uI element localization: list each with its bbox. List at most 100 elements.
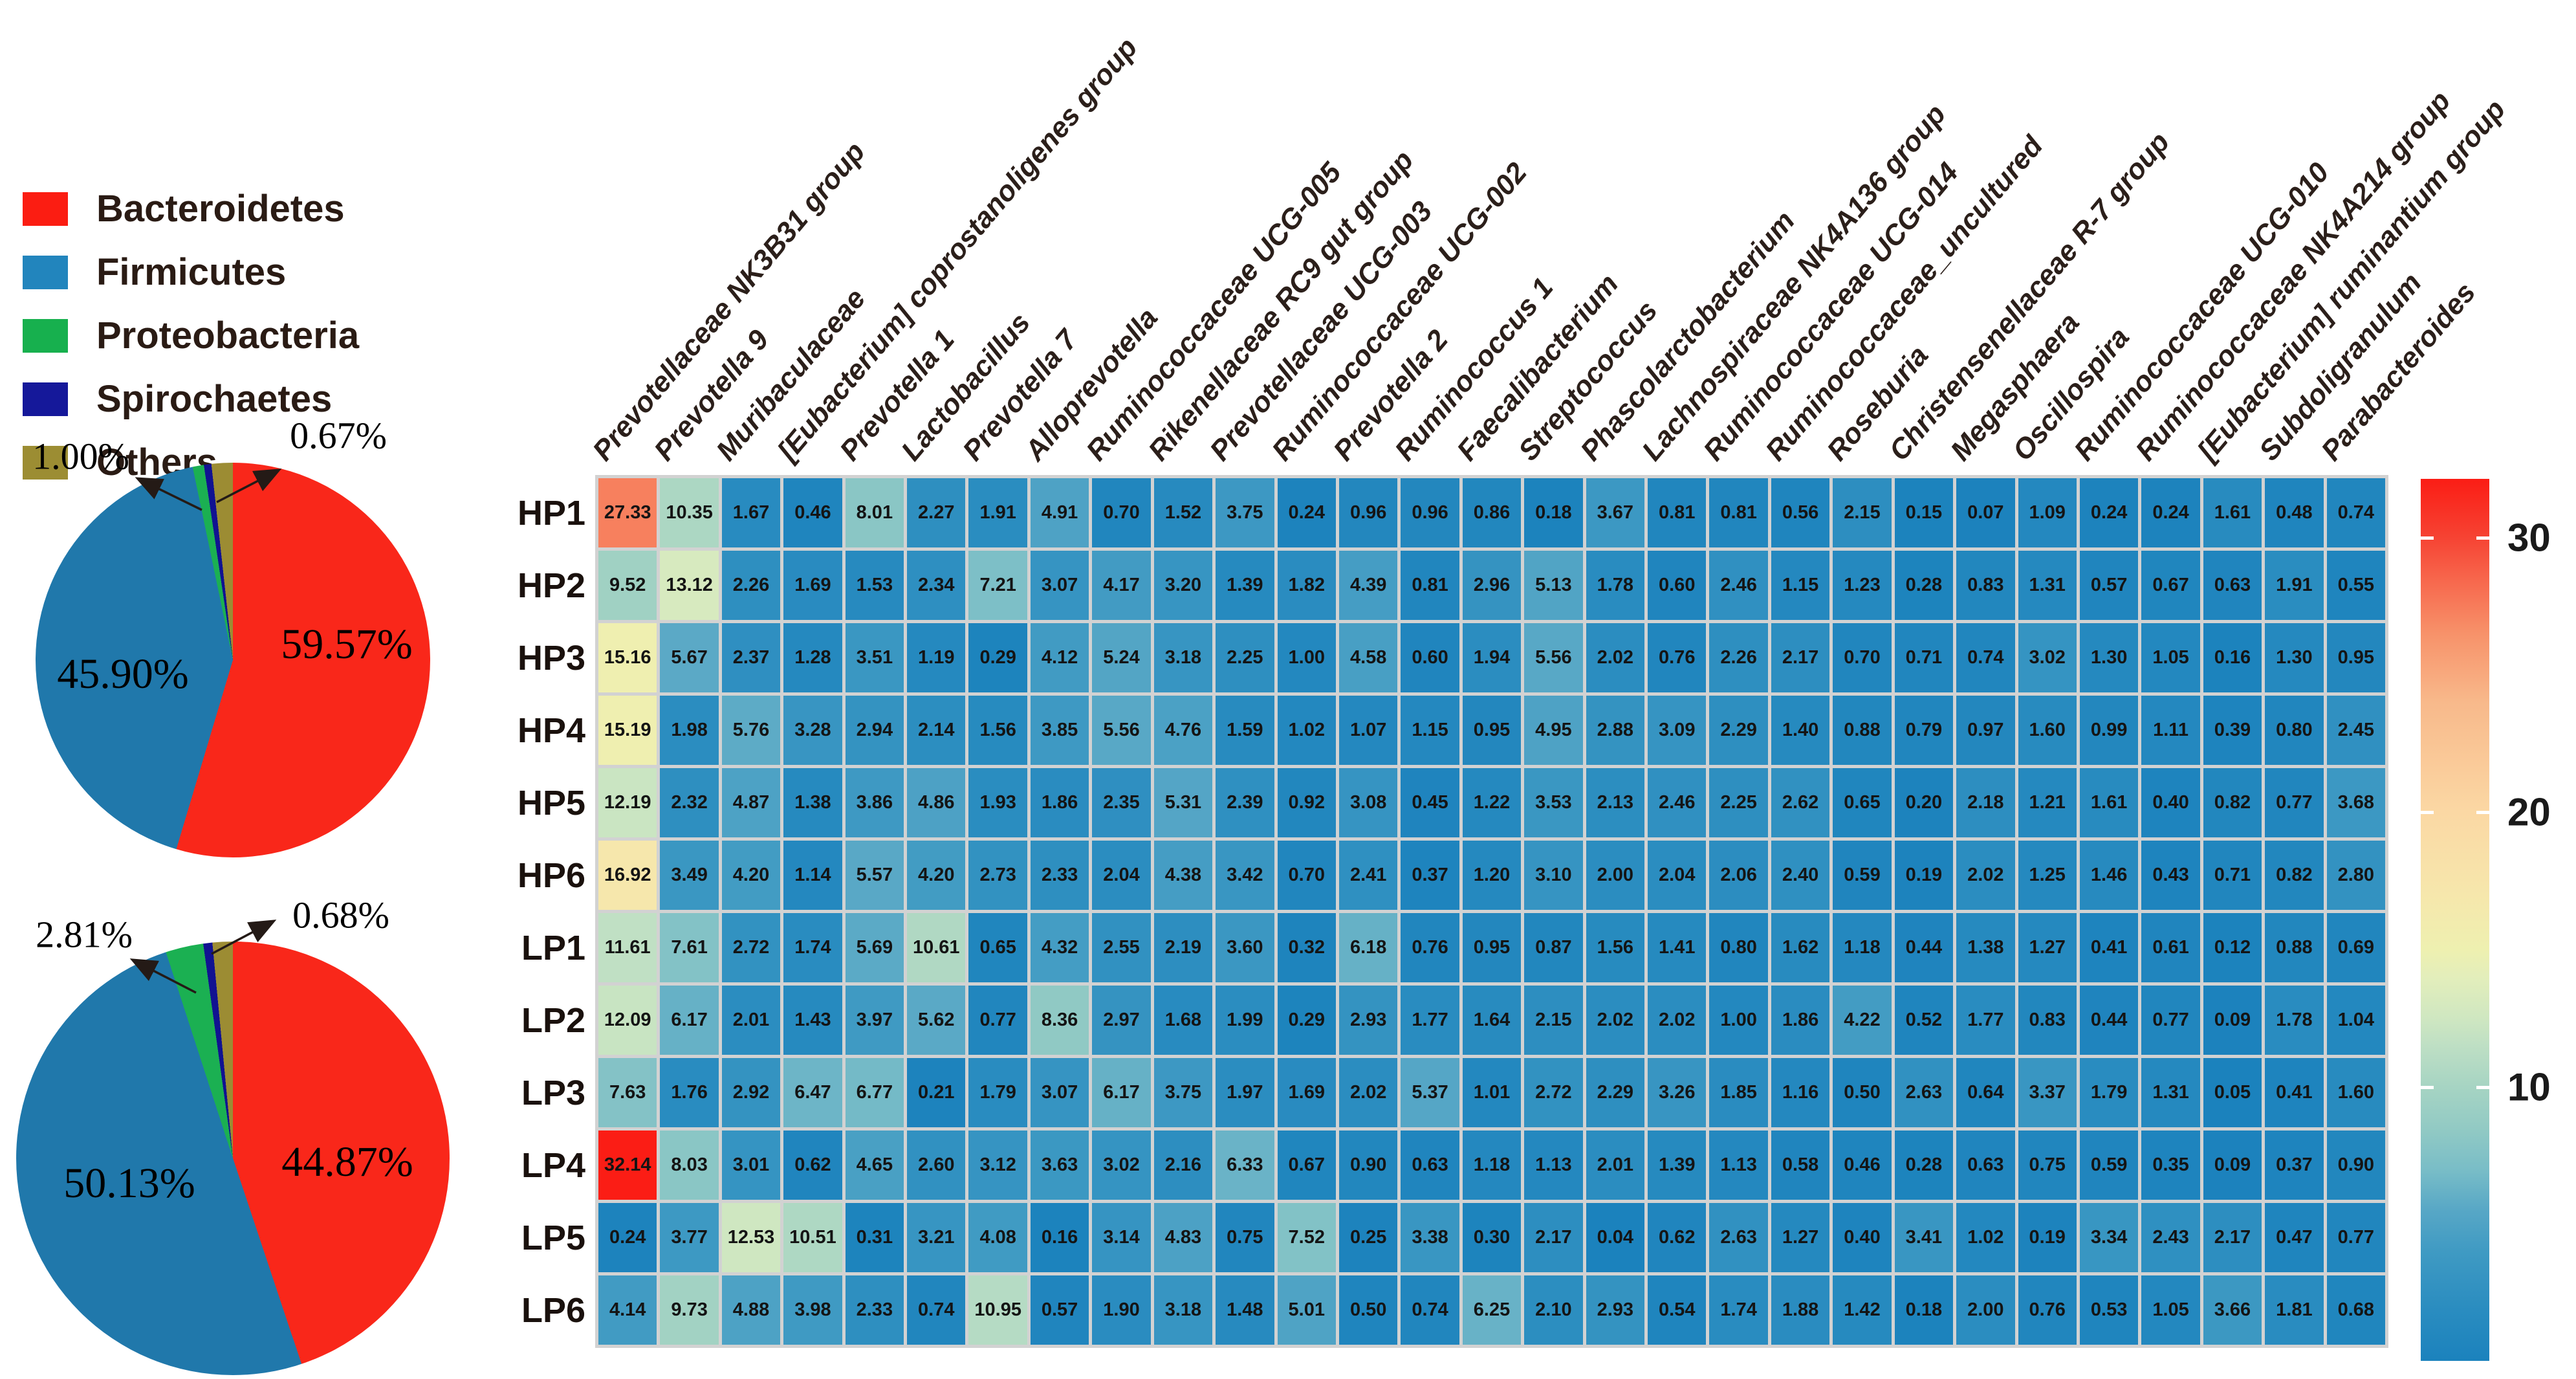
heatmap-cell: 3.09 <box>1648 696 1707 765</box>
heatmap-cell: 3.60 <box>1216 913 1274 982</box>
heatmap-cell: 5.76 <box>721 696 781 765</box>
heatmap-cell: 5.31 <box>1153 768 1213 837</box>
heatmap-cell: 0.65 <box>1833 768 1892 837</box>
heatmap-cell: 6.47 <box>783 1058 842 1127</box>
heatmap-cell: 0.81 <box>1401 551 1459 620</box>
heatmap-cell: 2.02 <box>1956 841 2015 910</box>
heatmap-cell: 0.88 <box>2265 913 2324 982</box>
heatmap-cell: 0.70 <box>1833 623 1892 692</box>
heatmap-cell: 16.92 <box>598 841 657 910</box>
heatmap-cell: 1.60 <box>2018 696 2077 765</box>
heatmap-cell: 2.34 <box>907 551 966 620</box>
heatmap-cell: 8.03 <box>660 1131 719 1200</box>
heatmap-cell: 13.12 <box>660 551 719 620</box>
heatmap-cell: 1.78 <box>1586 551 1645 620</box>
heatmap-cell: 3.75 <box>1216 478 1274 547</box>
heatmap-cell: 4.58 <box>1338 623 1398 692</box>
heatmap-cell: 10.95 <box>968 1275 1027 1345</box>
heatmap-cell: 1.40 <box>1771 696 1830 765</box>
heatmap-cell: 0.77 <box>2265 768 2324 837</box>
heatmap-cell: 0.52 <box>1894 986 1954 1055</box>
heatmap-cell: 1.00 <box>1277 623 1336 692</box>
heatmap-cell: 4.20 <box>907 841 966 910</box>
heatmap-cell: 4.95 <box>1524 696 1583 765</box>
heatmap-cell: 0.54 <box>1648 1275 1707 1345</box>
heatmap-cell: 5.37 <box>1401 1058 1459 1127</box>
heatmap-cell: 0.44 <box>2079 986 2139 1055</box>
pie-percentage-label: 45.90% <box>57 650 189 698</box>
heatmap-cell: 0.47 <box>2265 1203 2324 1272</box>
heatmap-cell: 1.39 <box>1648 1131 1707 1200</box>
heatmap-cell: 1.74 <box>783 913 842 982</box>
heatmap-cell: 2.33 <box>845 1275 904 1345</box>
heatmap-cell: 3.85 <box>1030 696 1089 765</box>
heatmap-cell: 0.24 <box>598 1203 657 1272</box>
heatmap-cell: 2.60 <box>907 1131 966 1200</box>
heatmap-cell: 0.96 <box>1338 478 1398 547</box>
heatmap-cell: 0.86 <box>1462 478 1522 547</box>
heatmap-cell: 2.27 <box>907 478 966 547</box>
legend-swatch-proteobacteria <box>23 318 68 353</box>
heatmap-cell: 2.73 <box>968 841 1027 910</box>
heatmap-cell: 1.99 <box>1216 986 1274 1055</box>
heatmap-cell: 12.19 <box>598 768 657 837</box>
heatmap-cell: 0.74 <box>1401 1275 1459 1345</box>
heatmap-cell: 0.62 <box>1648 1203 1707 1272</box>
heatmap-cell: 1.69 <box>1277 1058 1336 1127</box>
heatmap-cell: 15.16 <box>598 623 657 692</box>
heatmap-row-label-LP2: LP2 <box>521 1000 585 1040</box>
heatmap-cell: 2.17 <box>1771 623 1830 692</box>
heatmap-cell: 12.09 <box>598 986 657 1055</box>
heatmap-cell: 2.63 <box>1894 1058 1954 1127</box>
heatmap-cell: 1.91 <box>2265 551 2324 620</box>
heatmap-cell: 7.61 <box>660 913 719 982</box>
heatmap-cell: 0.41 <box>2079 913 2139 982</box>
heatmap-cell: 3.02 <box>1092 1131 1151 1200</box>
heatmap-cell: 1.82 <box>1277 551 1336 620</box>
heatmap-cell: 8.36 <box>1030 986 1089 1055</box>
heatmap-cell: 0.97 <box>1956 696 2015 765</box>
heatmap-cell: 0.24 <box>1277 478 1336 547</box>
heatmap-cell: 1.67 <box>721 478 781 547</box>
heatmap-cell: 3.37 <box>2018 1058 2077 1127</box>
legend-swatch-others <box>23 445 68 480</box>
heatmap-cell: 0.44 <box>1894 913 1954 982</box>
heatmap-cell: 0.87 <box>1524 913 1583 982</box>
heatmap-cell: 1.13 <box>1709 1131 1768 1200</box>
heatmap-cell: 6.77 <box>845 1058 904 1127</box>
heatmap-cell: 2.02 <box>1338 1058 1398 1127</box>
legend-swatch-bacteroidetes <box>23 192 68 226</box>
heatmap-cell: 2.00 <box>1956 1275 2015 1345</box>
heatmap-cell: 1.77 <box>1956 986 2015 1055</box>
heatmap-cell: 7.63 <box>598 1058 657 1127</box>
heatmap-cell: 0.74 <box>1956 623 2015 692</box>
heatmap-cell: 0.60 <box>1401 623 1459 692</box>
heatmap-cell: 2.80 <box>2326 841 2385 910</box>
heatmap-cell: 6.25 <box>1462 1275 1522 1345</box>
heatmap-cell: 4.83 <box>1153 1203 1213 1272</box>
pie-percentage-label: 1.00% <box>32 435 129 478</box>
heatmap-cell: 2.40 <box>1771 841 1830 910</box>
heatmap-cell: 1.61 <box>2203 478 2262 547</box>
legend-swatch-spirochaetes <box>23 382 68 416</box>
heatmap-cell: 1.02 <box>1277 696 1336 765</box>
heatmap-cell: 11.61 <box>598 913 657 982</box>
heatmap-cell: 3.34 <box>2079 1203 2139 1272</box>
heatmap-cell: 1.14 <box>783 841 842 910</box>
heatmap-cell: 3.12 <box>968 1131 1027 1200</box>
colorbar-tick-mark <box>2421 1086 2434 1090</box>
heatmap-cell: 0.56 <box>1771 478 1830 547</box>
heatmap-cell: 0.77 <box>2141 986 2200 1055</box>
heatmap-cell: 0.45 <box>1401 768 1459 837</box>
heatmap-cell: 3.98 <box>783 1275 842 1345</box>
heatmap-cell: 2.46 <box>1709 551 1768 620</box>
heatmap-cell: 1.79 <box>968 1058 1027 1127</box>
heatmap-cell: 0.74 <box>907 1275 966 1345</box>
heatmap-cell: 0.28 <box>1894 551 1954 620</box>
heatmap-cell: 1.48 <box>1216 1275 1274 1345</box>
heatmap-cell: 1.98 <box>660 696 719 765</box>
heatmap-cell: 4.14 <box>598 1275 657 1345</box>
heatmap-cell: 0.62 <box>783 1131 842 1200</box>
heatmap-cell: 0.19 <box>2018 1203 2077 1272</box>
heatmap-cell: 1.18 <box>1833 913 1892 982</box>
